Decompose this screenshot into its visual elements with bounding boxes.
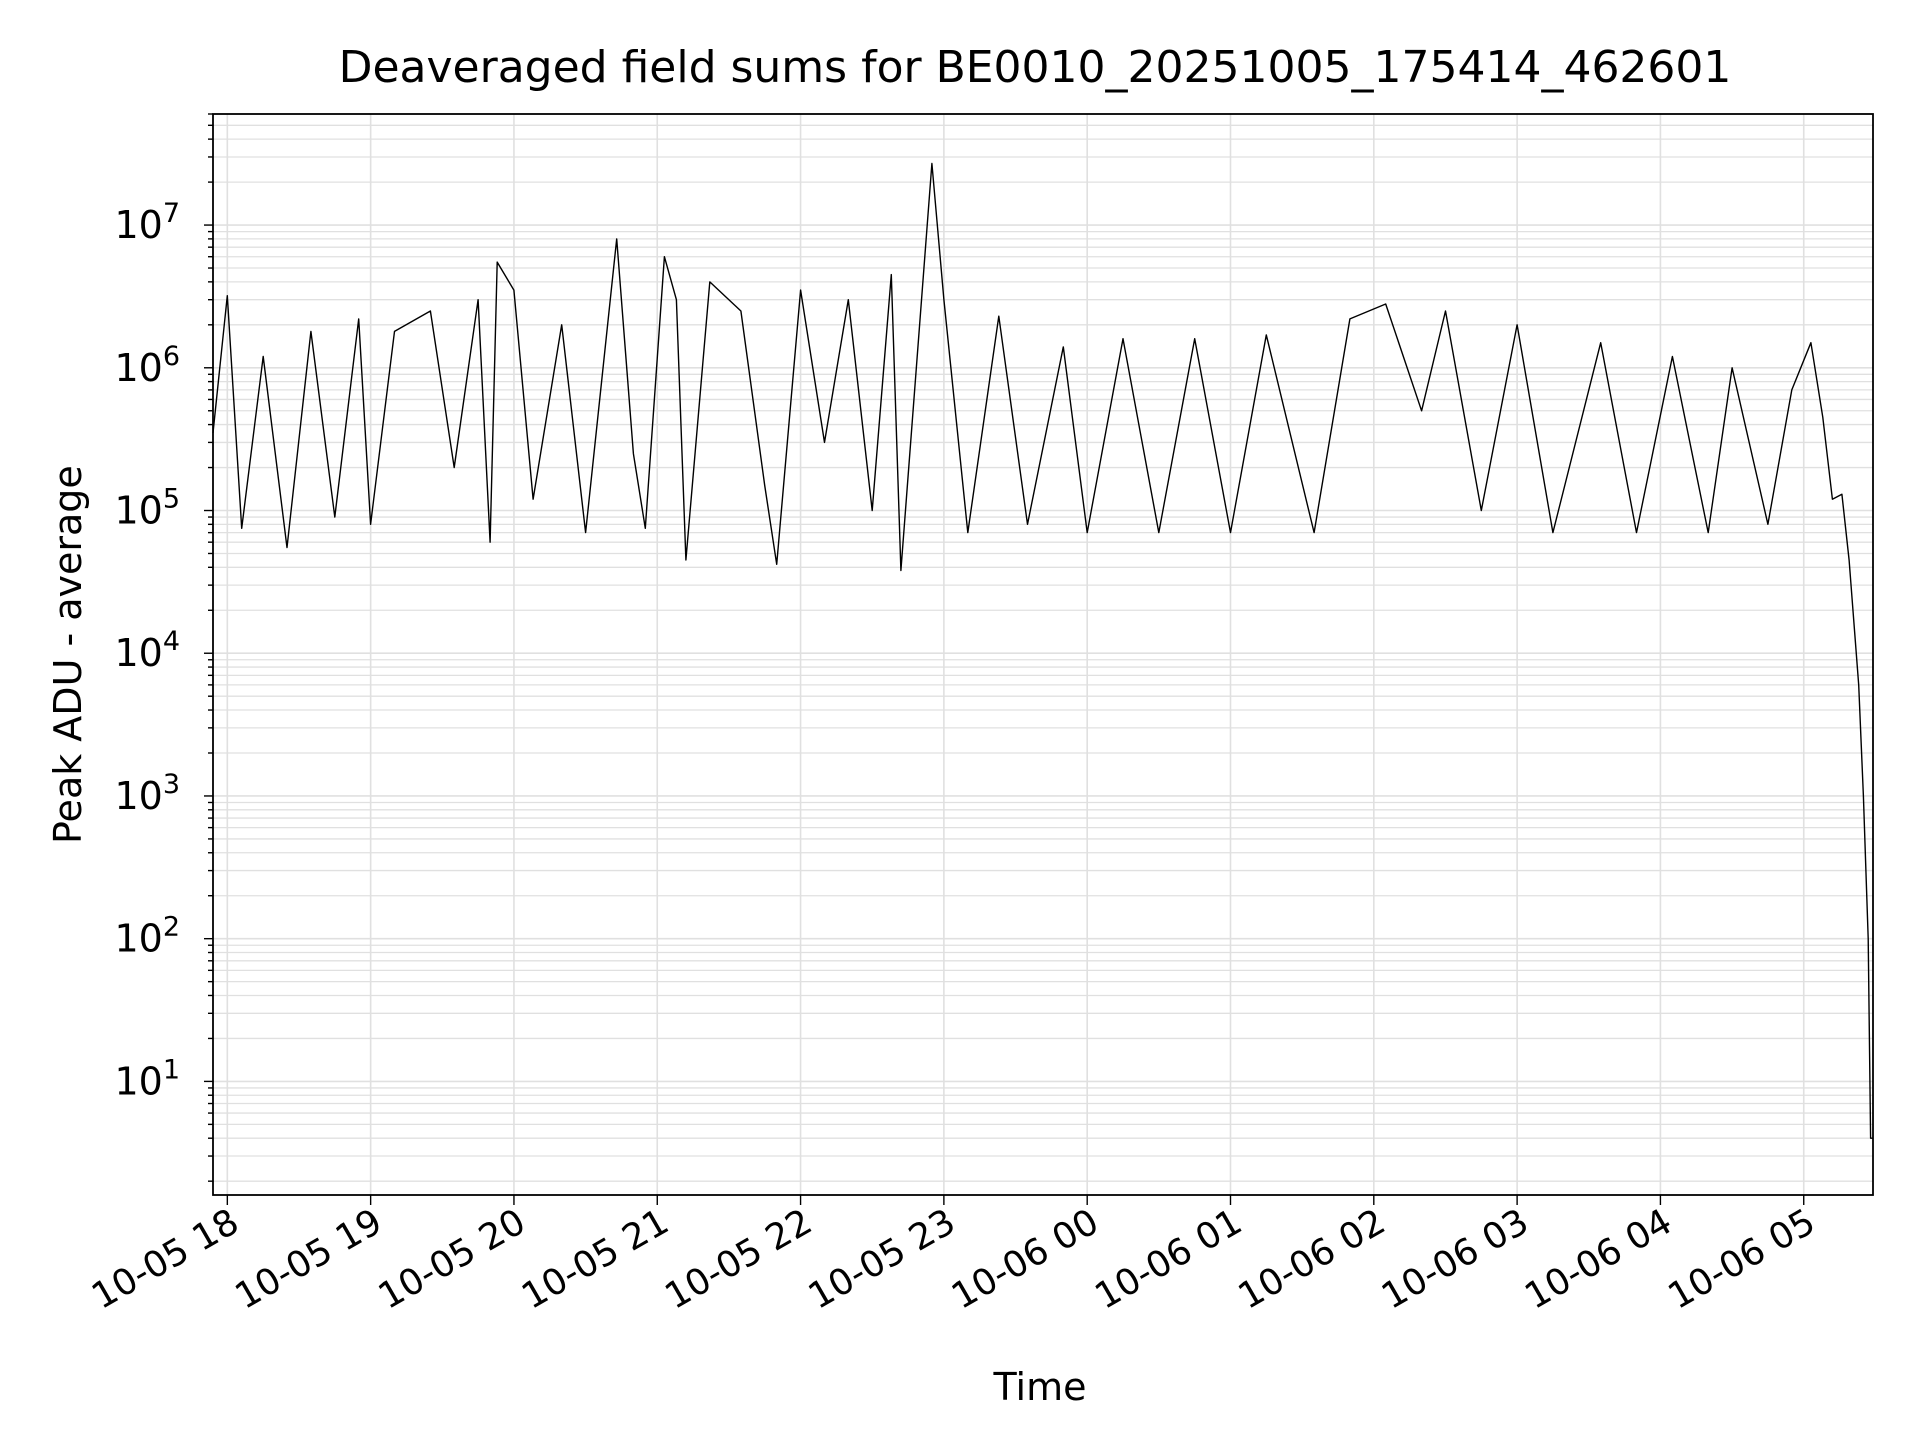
x-axis-label: Time bbox=[993, 1365, 1087, 1409]
x-tick-label: 10-05 18 bbox=[85, 1201, 246, 1317]
y-tick-label: 106 bbox=[114, 341, 180, 390]
x-tick-label: 10-06 03 bbox=[1375, 1201, 1536, 1317]
x-tick-label: 10-06 01 bbox=[1088, 1201, 1249, 1317]
y-tick-label: 107 bbox=[114, 198, 180, 247]
grid bbox=[213, 113, 1873, 1195]
x-tick-label: 10-05 21 bbox=[515, 1201, 676, 1317]
x-tick-label: 10-06 00 bbox=[945, 1201, 1106, 1317]
plot-frame bbox=[212, 113, 1874, 1196]
y-axis-label: Peak ADU - average bbox=[46, 465, 90, 844]
x-tick-label: 10-06 05 bbox=[1662, 1201, 1823, 1317]
y-tick-label: 102 bbox=[114, 912, 180, 961]
x-tick-label: 10-05 19 bbox=[228, 1201, 389, 1317]
x-tick-label: 10-05 23 bbox=[802, 1201, 963, 1317]
y-axis: 101 102 103 104 105 106 107 bbox=[114, 113, 213, 1182]
y-tick-label: 104 bbox=[114, 626, 180, 675]
x-tick-label: 10-06 02 bbox=[1232, 1201, 1393, 1317]
y-tick-label: 105 bbox=[114, 484, 180, 533]
x-tick-label: 10-05 20 bbox=[372, 1201, 533, 1317]
series-line bbox=[212, 162, 1873, 1139]
x-tick-label: 10-05 22 bbox=[658, 1201, 819, 1317]
chart-title: Deaveraged field sums for BE0010_2025100… bbox=[338, 42, 1732, 93]
y-tick-label: 101 bbox=[114, 1054, 180, 1103]
x-tick-label: 10-06 04 bbox=[1518, 1201, 1679, 1317]
y-tick-label: 103 bbox=[114, 769, 180, 818]
